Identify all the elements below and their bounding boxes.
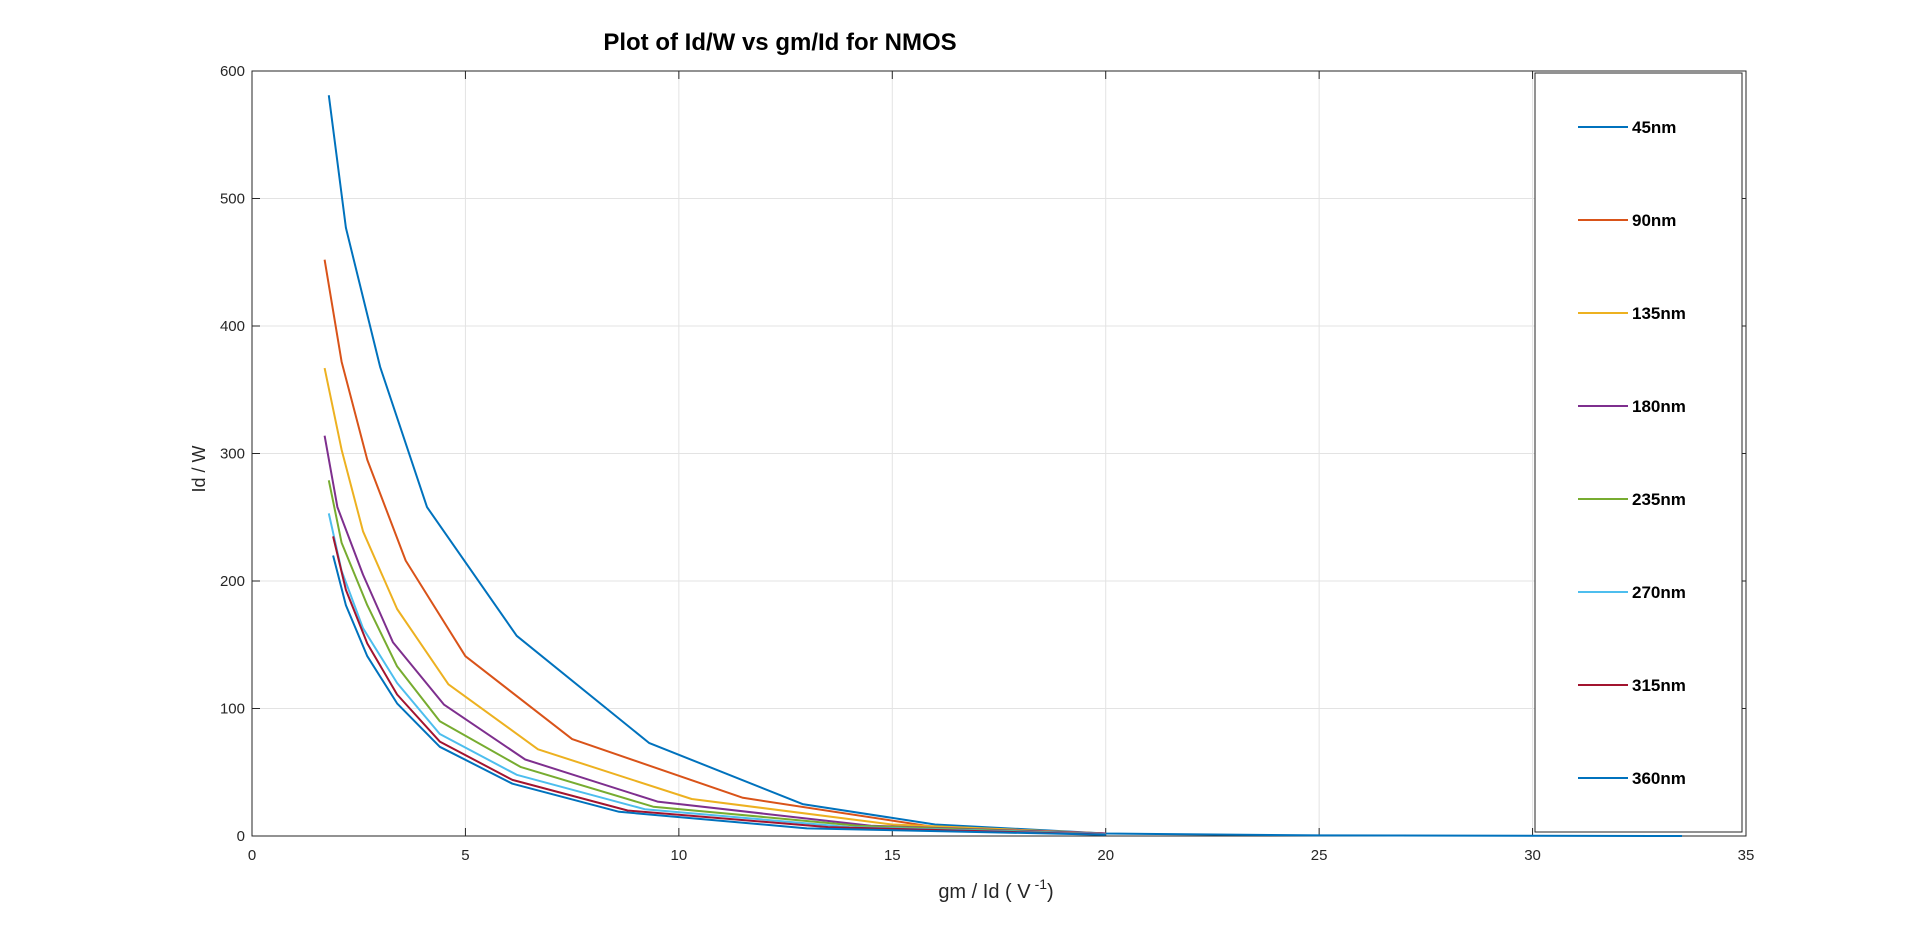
series-line-135nm	[323, 367, 1106, 835]
x-tick-label: 10	[671, 847, 688, 864]
x-axis-label-text: gm / Id ( V	[938, 881, 1031, 903]
series-line-90nm	[323, 259, 1106, 835]
x-axis-label-exponent: -1	[1035, 876, 1048, 892]
series-line-270nm	[327, 513, 1106, 836]
axis-ticks: 0 5 10 15 20 25 30 35 0 100 200 300 400 500 600	[220, 63, 1754, 864]
series-line-315nm	[332, 536, 1106, 836]
legend-label-235nm: 235nm	[1632, 490, 1686, 509]
series-line-45nm	[327, 95, 1683, 837]
legend-label-45nm: 45nm	[1632, 118, 1676, 137]
x-tick-label: 5	[461, 847, 469, 864]
series-line-360nm	[332, 555, 1106, 836]
x-tick-label: 0	[248, 847, 256, 864]
y-axis-label: Id / W	[189, 445, 209, 492]
y-tick-label: 200	[220, 573, 245, 590]
legend-label-135nm: 135nm	[1632, 304, 1686, 323]
chart-title: Plot of Id/W vs gm/Id for NMOS	[603, 29, 956, 56]
y-tick-label: 600	[220, 63, 245, 80]
series-line-180nm	[323, 435, 1106, 835]
y-tick-label: 100	[220, 701, 245, 718]
y-tick-label: 500	[220, 191, 245, 208]
x-tick-label: 15	[884, 847, 901, 864]
x-axis-label: gm / Id ( V -1)	[938, 876, 1053, 903]
y-tick-label: 300	[220, 446, 245, 463]
x-tick-label: 35	[1738, 847, 1755, 864]
legend-label-270nm: 270nm	[1632, 583, 1686, 602]
y-tick-label: 400	[220, 318, 245, 335]
x-tick-label: 30	[1524, 847, 1541, 864]
legend: 45nm 90nm 135nm 180nm 235nm 270nm 315nm 360nm	[1534, 72, 1743, 833]
x-tick-label: 25	[1311, 847, 1328, 864]
legend-label-90nm: 90nm	[1632, 211, 1676, 230]
legend-label-180nm: 180nm	[1632, 397, 1686, 416]
series-line-235nm	[327, 480, 1106, 836]
legend-box	[1534, 72, 1743, 833]
series-lines	[323, 95, 1683, 837]
legend-label-360nm: 360nm	[1632, 769, 1686, 788]
x-axis-label-suffix: )	[1047, 881, 1054, 903]
x-tick-label: 20	[1097, 847, 1114, 864]
legend-label-315nm: 315nm	[1632, 676, 1686, 695]
y-tick-label: 0	[237, 828, 245, 845]
